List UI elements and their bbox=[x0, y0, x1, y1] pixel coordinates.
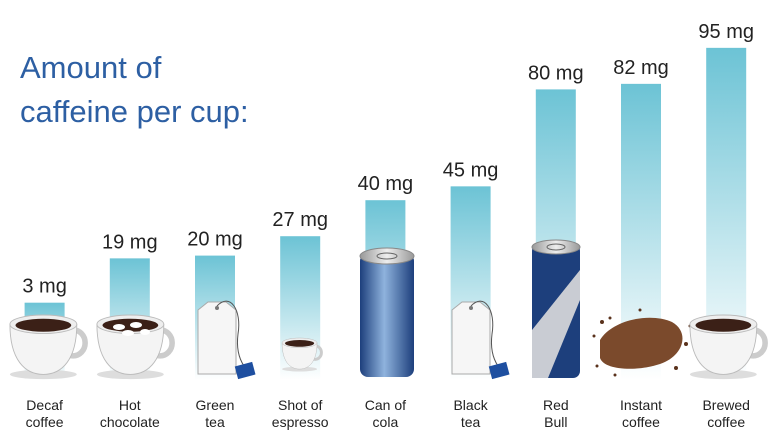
category-label: Instant coffee bbox=[620, 397, 662, 430]
chart-title: Amount of caffeine per cup: bbox=[20, 50, 249, 129]
category-label: Can of cola bbox=[365, 397, 406, 430]
value-label: 95 mg bbox=[698, 21, 754, 43]
value-label: 80 mg bbox=[528, 62, 584, 84]
category-label: Brewed coffee bbox=[702, 397, 749, 430]
value-label: 27 mg bbox=[272, 209, 328, 231]
icons bbox=[10, 239, 765, 379]
value-label: 19 mg bbox=[102, 231, 158, 253]
category-label: Shot of espresso bbox=[272, 397, 329, 430]
category-label: Red Bull bbox=[543, 397, 569, 430]
value-label: 20 mg bbox=[187, 229, 243, 251]
value-label: 82 mg bbox=[613, 57, 669, 79]
value-label: 40 mg bbox=[358, 173, 414, 195]
category-label: Green tea bbox=[196, 397, 235, 430]
category-label: Hot chocolate bbox=[100, 397, 160, 430]
value-label: 45 mg bbox=[443, 159, 499, 181]
category-label: Black tea bbox=[453, 397, 488, 430]
category-label: Decaf coffee bbox=[26, 397, 64, 430]
value-label: 3 mg bbox=[22, 276, 66, 298]
